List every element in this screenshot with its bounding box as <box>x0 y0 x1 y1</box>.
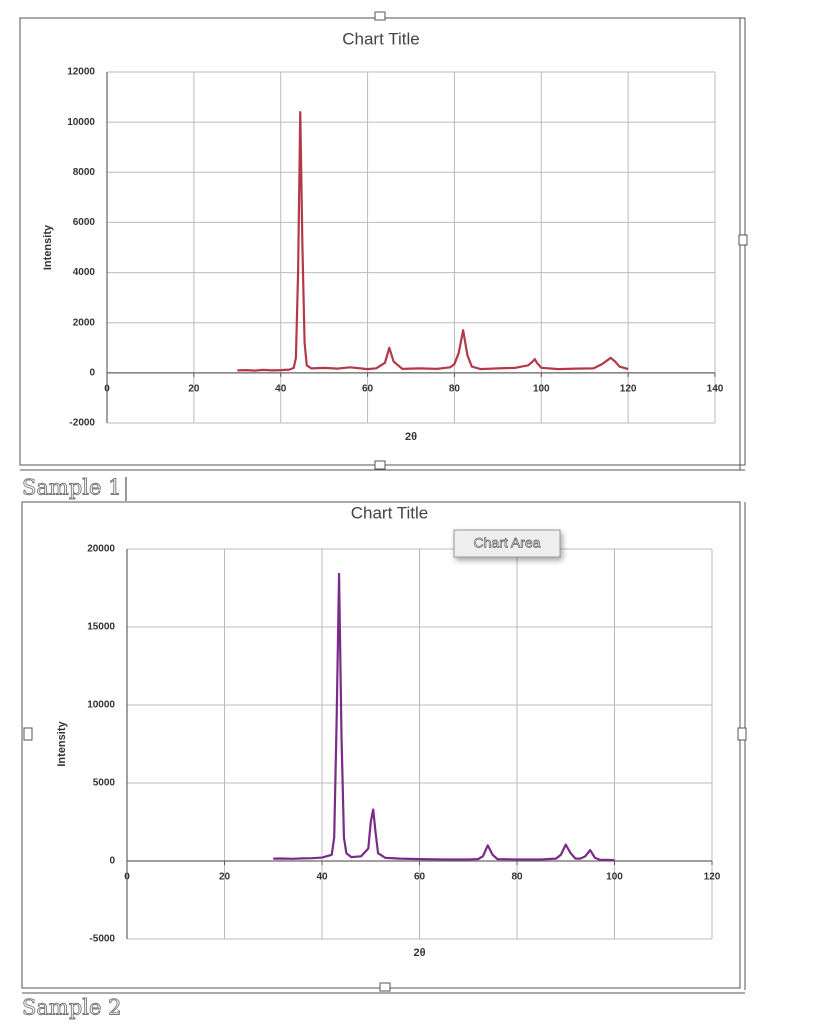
tooltip-text: Chart Area <box>474 535 541 551</box>
x-tick-label: 40 <box>316 872 328 883</box>
x-axis-label: 2θ <box>413 947 425 959</box>
y-tick-label: 5000 <box>93 778 116 789</box>
y-axis-label: Intensity <box>42 224 54 270</box>
data-line <box>273 572 615 862</box>
x-tick-label: 140 <box>707 383 724 394</box>
y-tick-label: 0 <box>109 856 115 867</box>
caption: Sample 1 <box>22 476 121 500</box>
x-tick-label: 120 <box>620 383 637 394</box>
y-tick-label: 4000 <box>73 267 96 278</box>
tooltip-box <box>453 529 561 558</box>
y-tick-label: 15000 <box>87 622 115 633</box>
y-tick-label: 8000 <box>73 167 96 178</box>
y-tick-label: -5000 <box>89 934 115 945</box>
chart-title: Chart Title <box>351 503 428 522</box>
y-tick-label: -2000 <box>69 418 95 429</box>
y-tick-label: 6000 <box>73 217 96 228</box>
tooltip: Chart Area <box>453 529 561 558</box>
x-tick-label: 40 <box>275 383 287 394</box>
x-tick-label: 100 <box>606 872 623 883</box>
chart-frame[interactable] <box>21 501 747 994</box>
y-tick-label: 10000 <box>87 700 115 711</box>
y-tick-label: 2000 <box>73 317 96 328</box>
y-tick-label: 12000 <box>67 67 95 78</box>
chart-frame[interactable] <box>19 11 748 471</box>
x-tick-label: 20 <box>219 872 231 883</box>
chart-title: Chart Title <box>342 29 419 48</box>
y-tick-label: 20000 <box>87 544 115 555</box>
x-tick-label: 20 <box>188 383 200 394</box>
caption: Sample 2 <box>22 996 121 1020</box>
x-tick-label: 60 <box>362 383 374 394</box>
y-axis-label: Intensity <box>56 721 68 767</box>
y-tick-label: 10000 <box>67 117 95 128</box>
x-tick-label: 120 <box>704 872 721 883</box>
y-tick-label: 0 <box>89 367 95 378</box>
x-tick-label: 100 <box>533 383 550 394</box>
x-tick-label: 80 <box>511 872 523 883</box>
x-tick-label: 80 <box>449 383 461 394</box>
x-axis-label: 2θ <box>405 431 417 443</box>
x-tick-label: 60 <box>414 872 426 883</box>
data-line <box>237 111 629 372</box>
